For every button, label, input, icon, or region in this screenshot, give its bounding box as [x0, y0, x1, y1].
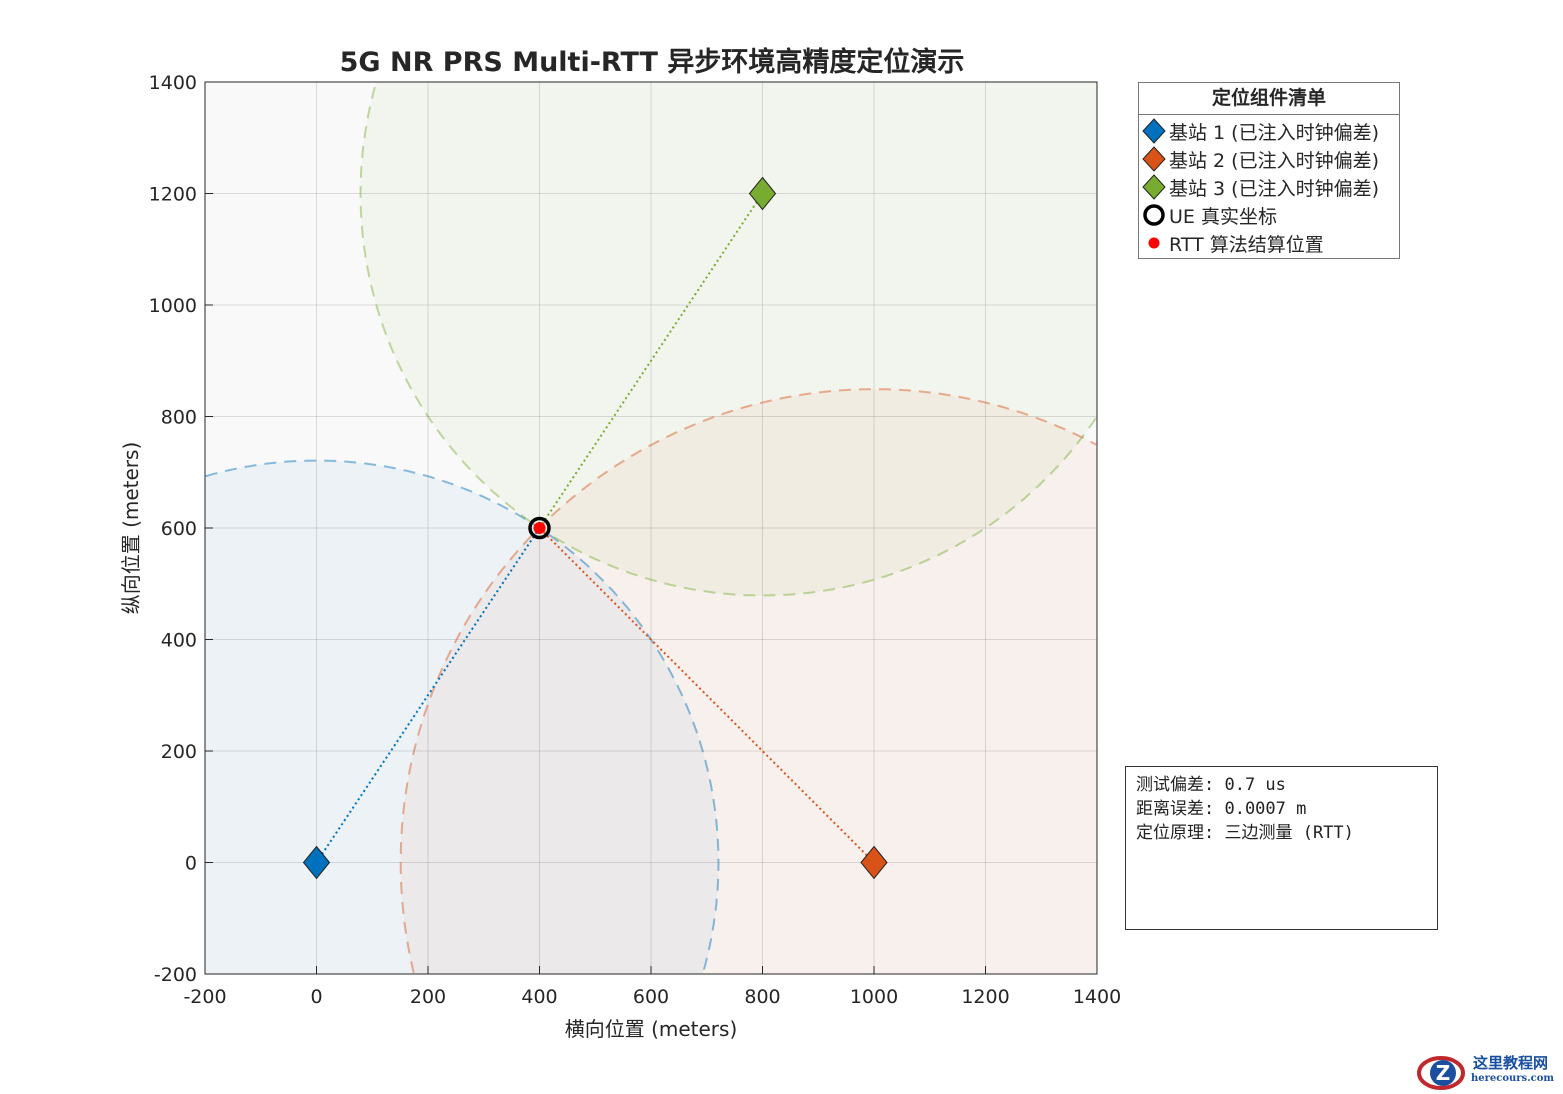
base-station-2-marker — [860, 845, 888, 880]
info-line-error: 距离误差: 0.0007 m — [1136, 799, 1307, 819]
diamond-icon — [1139, 118, 1169, 144]
legend-label: 基站 1 (已注入时钟偏差) — [1169, 121, 1379, 144]
info-textbox: 测试偏差: 0.7 us 距离误差: 0.0007 m 定位原理: 三边测量 (… — [1125, 766, 1438, 930]
watermark-en: herecours.com — [1471, 1073, 1555, 1084]
plot-area — [205, 82, 1097, 974]
rtt-estimate-marker — [533, 522, 546, 534]
legend-item-ue[interactable]: UE 真实坐标 — [1139, 201, 1399, 229]
legend-label: 基站 3 (已注入时钟偏差) — [1169, 177, 1379, 200]
range-fill-bs2 — [400, 389, 1097, 974]
legend: 定位组件清单 基站 1 (已注入时钟偏差) 基站 2 (已注入时钟偏差) 基站 … — [1138, 82, 1400, 259]
info-line-bias: 测试偏差: 0.7 us — [1136, 775, 1286, 795]
legend-item-bs3[interactable]: 基站 3 (已注入时钟偏差) — [1139, 173, 1399, 201]
y-tick-label: 0 — [185, 853, 197, 875]
y-axis-label: 纵向位置 (meters) — [119, 442, 143, 615]
y-tick-label: 1000 — [149, 295, 197, 317]
circle-icon — [1139, 203, 1169, 227]
y-tick-label: 400 — [161, 630, 197, 652]
diamond-icon — [1139, 174, 1169, 200]
y-tick-label: 600 — [161, 518, 197, 540]
x-tick-label: 200 — [410, 986, 446, 1008]
base-station-3-marker — [748, 176, 777, 211]
ranging-line-bs3 — [538, 192, 764, 529]
x-tick-label: 1400 — [1073, 986, 1121, 1008]
y-tick-label: -200 — [154, 964, 197, 986]
y-tick-label: 800 — [161, 407, 197, 429]
watermark-cn: 这里教程网 — [1473, 1054, 1549, 1072]
x-tick-label: 1000 — [850, 986, 898, 1008]
svg-text:Z: Z — [1436, 1061, 1451, 1085]
range-fill-bs3 — [360, 82, 1097, 596]
diamond-icon — [1139, 146, 1169, 172]
legend-label: RTT 算法结算位置 — [1169, 233, 1324, 256]
x-tick-label: -200 — [183, 986, 226, 1008]
info-line-method: 定位原理: 三边测量 (RTT) — [1136, 823, 1354, 843]
legend-item-rtt[interactable]: RTT 算法结算位置 — [1139, 229, 1399, 257]
y-tick-label: 200 — [161, 741, 197, 763]
x-tick-label: 800 — [744, 986, 780, 1008]
x-axis-label: 横向位置 (meters) — [565, 1017, 738, 1041]
x-tick-label: 600 — [633, 986, 669, 1008]
logo-icon: Z — [1417, 1056, 1465, 1090]
legend-label: 基站 2 (已注入时钟偏差) — [1169, 149, 1379, 172]
y-tick-label: 1200 — [149, 184, 197, 206]
x-tick-label: 0 — [310, 986, 322, 1008]
watermark-logo: Z 这里教程网 herecours.com — [1415, 1050, 1563, 1094]
ue-true-marker — [528, 516, 551, 540]
legend-item-bs1[interactable]: 基站 1 (已注入时钟偏差) — [1139, 117, 1399, 145]
legend-label: UE 真实坐标 — [1169, 205, 1277, 228]
ranging-line-bs1 — [315, 527, 541, 864]
range-circle-bs2 — [399, 388, 1097, 974]
x-tick-label: 1200 — [961, 986, 1009, 1008]
range-circle-bs1 — [205, 459, 720, 974]
range-circle-bs3 — [359, 82, 1097, 597]
legend-item-bs2[interactable]: 基站 2 (已注入时钟偏差) — [1139, 145, 1399, 173]
base-station-1-marker — [302, 845, 331, 880]
range-fill-bs1 — [205, 460, 719, 974]
chart-title: 5G NR PRS Multi-RTT 异步环境高精度定位演示 — [340, 46, 965, 78]
y-tick-label: 1400 — [149, 72, 197, 94]
legend-title: 定位组件清单 — [1139, 83, 1399, 115]
ranging-line-bs2 — [538, 527, 875, 864]
dot-icon — [1139, 231, 1169, 255]
x-tick-label: 400 — [521, 986, 557, 1008]
